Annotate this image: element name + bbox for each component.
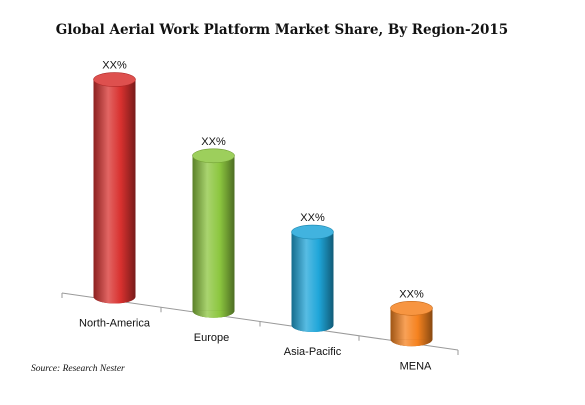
- data-label: XX%: [300, 212, 325, 224]
- data-label: XX%: [201, 136, 226, 148]
- bar-top: [192, 148, 235, 164]
- bar-north-america: [93, 72, 136, 304]
- bar-front-arc: [291, 325, 334, 333]
- category-labels-group: North-America Europe Asia-Pacific MENA: [79, 318, 432, 373]
- bar-top: [291, 224, 334, 240]
- data-label: XX%: [102, 60, 127, 72]
- chart-title: Global Aerial Work Platform Market Share…: [56, 22, 508, 38]
- bars-group: [93, 72, 433, 347]
- category-label: Europe: [194, 332, 229, 344]
- bar-body: [93, 79, 136, 297]
- category-label: MENA: [400, 360, 432, 372]
- data-labels-group: XX% XX% XX% XX%: [102, 60, 424, 301]
- bar-front-arc: [390, 339, 433, 347]
- bar-top: [390, 301, 433, 316]
- bar-front-arc: [93, 296, 136, 304]
- bar-mena: [390, 301, 433, 347]
- category-label: North-America: [79, 318, 151, 330]
- bar-front-arc: [192, 310, 235, 318]
- bar-asia-pacific: [291, 224, 334, 333]
- bar-body: [291, 232, 334, 326]
- category-label: Asia-Pacific: [284, 346, 342, 358]
- bar-top: [93, 72, 136, 87]
- source-note: Source: Research Nester: [31, 364, 125, 374]
- data-label: XX%: [399, 288, 424, 300]
- bar-europe: [192, 148, 235, 318]
- bar-body: [192, 155, 235, 311]
